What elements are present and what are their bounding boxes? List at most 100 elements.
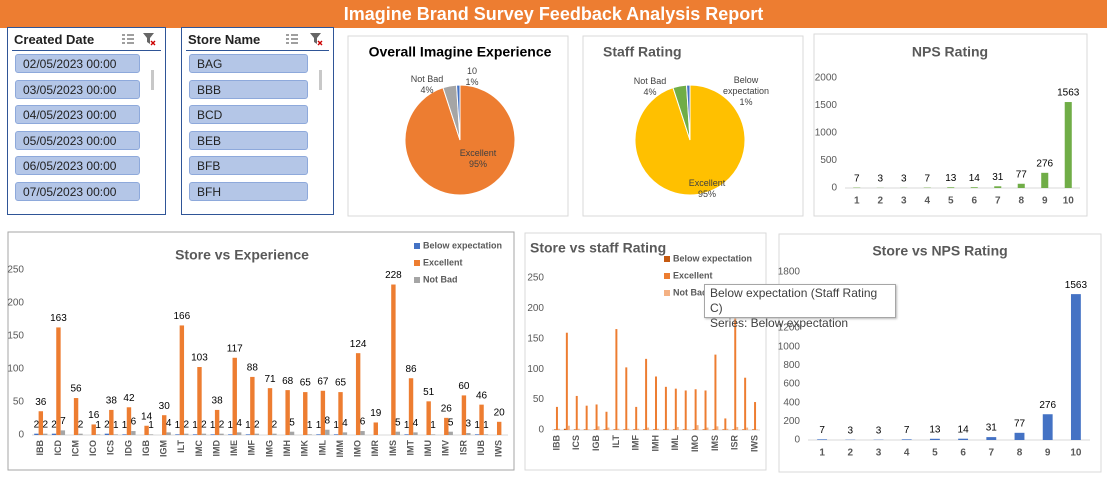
data-label: 31 <box>986 423 998 434</box>
bar <box>444 417 449 435</box>
slicer-item[interactable]: 06/05/2023 00:00 <box>15 156 140 175</box>
multi-select-icon[interactable] <box>121 32 135 46</box>
bar <box>970 187 978 188</box>
x-tick-label: IMS <box>388 440 398 456</box>
slicer-item[interactable]: BEB <box>189 130 308 150</box>
data-label: 1563 <box>1057 88 1080 99</box>
multi-select-icon[interactable] <box>285 32 299 46</box>
data-label: 1 <box>95 420 101 431</box>
bar <box>413 432 418 435</box>
slicer-item[interactable]: BBB <box>189 79 308 99</box>
bar <box>360 431 365 435</box>
slicer-rule <box>186 50 329 51</box>
bar <box>653 429 656 430</box>
data-label: 51 <box>423 387 435 398</box>
bar <box>285 390 290 435</box>
bar <box>320 390 326 435</box>
bar <box>325 429 330 435</box>
slicer-item[interactable]: BCD <box>189 105 308 124</box>
bar <box>565 332 568 430</box>
data-label: 4 <box>236 418 242 429</box>
bar <box>179 325 185 435</box>
data-label: 163 <box>50 313 67 324</box>
slicer-item[interactable]: 05/05/2023 00:00 <box>15 130 140 150</box>
data-label: 2 <box>34 419 40 430</box>
bar <box>625 367 628 430</box>
data-label: 228 <box>385 270 402 281</box>
bar <box>395 431 401 435</box>
bar <box>901 439 912 440</box>
bar <box>307 434 312 435</box>
data-label: 1 <box>333 420 339 431</box>
data-label: 124 <box>350 339 367 350</box>
slicer-item[interactable]: BFB <box>189 156 308 175</box>
bar <box>144 425 149 435</box>
y-tick-label: 150 <box>527 333 544 344</box>
bar <box>613 429 616 430</box>
bar <box>466 433 471 435</box>
clear-filter-icon[interactable] <box>142 32 156 46</box>
bar <box>448 431 453 435</box>
data-label: 7 <box>904 425 910 436</box>
bar <box>583 429 586 430</box>
bar <box>635 406 638 430</box>
pie-label-box: Not Bad 4% <box>407 74 447 96</box>
data-label: 1 <box>175 420 181 431</box>
pie-label-value: 95% <box>468 159 487 169</box>
slicer-item[interactable]: BFH <box>189 181 308 201</box>
y-tick-label: 2000 <box>815 73 838 84</box>
slicer-item[interactable]: 07/05/2023 00:00 <box>15 181 140 201</box>
chart-title: Overall Imagine Experience <box>369 44 552 60</box>
bar <box>746 427 749 430</box>
x-tick-label: 6 <box>960 448 966 459</box>
bar <box>131 431 136 435</box>
bar <box>60 430 66 435</box>
slicer-item[interactable]: 03/05/2023 00:00 <box>15 79 140 99</box>
scrollbar[interactable] <box>151 70 154 90</box>
legend-swatch <box>664 256 670 262</box>
data-label: 4 <box>342 418 348 429</box>
slicer-item[interactable]: BAG <box>189 54 308 73</box>
bar <box>1042 414 1053 440</box>
slicer-item[interactable]: 02/05/2023 00:00 <box>15 54 140 73</box>
x-tick-label: IMS <box>710 435 720 451</box>
bar <box>587 429 590 430</box>
x-tick-label: ICD <box>53 440 63 456</box>
pie-label-box: Excellent 95% <box>687 178 727 200</box>
data-label: 1 <box>122 420 128 431</box>
bar <box>585 405 588 430</box>
data-label: 77 <box>1014 418 1026 429</box>
pie-label-category: Excellent <box>688 178 726 188</box>
slicer-title: Created Date <box>14 32 95 47</box>
x-tick-label: IGB <box>141 440 151 457</box>
bar <box>43 433 48 435</box>
chart-title: NPS Rating <box>912 44 988 60</box>
pie-label-category: Not Bad <box>410 74 444 84</box>
bar <box>73 398 79 435</box>
x-tick-label: 4 <box>904 448 910 459</box>
bar <box>245 434 251 435</box>
clear-filter-icon[interactable] <box>309 32 323 46</box>
bar <box>38 411 44 435</box>
bar <box>662 429 665 430</box>
scrollbar[interactable] <box>319 70 322 90</box>
bar <box>633 429 636 430</box>
y-tick-label: 400 <box>783 397 800 408</box>
store-slicer[interactable]: Store Name BAG BBB BCD BEB BFB BFH <box>181 27 334 215</box>
bar <box>303 392 308 435</box>
bar <box>236 432 242 435</box>
bar <box>595 404 598 430</box>
data-label: 38 <box>106 396 118 407</box>
date-slicer[interactable]: Created Date 02/05/2023 00:00 03/05/2023 … <box>7 27 166 215</box>
bar <box>1014 432 1025 440</box>
slicer-item[interactable]: 04/05/2023 00:00 <box>15 105 140 124</box>
bar <box>615 329 618 430</box>
bar <box>1064 102 1072 188</box>
bar <box>603 429 606 430</box>
bar <box>122 434 127 435</box>
data-label: 1563 <box>1065 280 1088 291</box>
data-label: 3 <box>848 425 854 436</box>
data-label: 276 <box>1039 400 1056 411</box>
data-label: 68 <box>282 376 294 387</box>
